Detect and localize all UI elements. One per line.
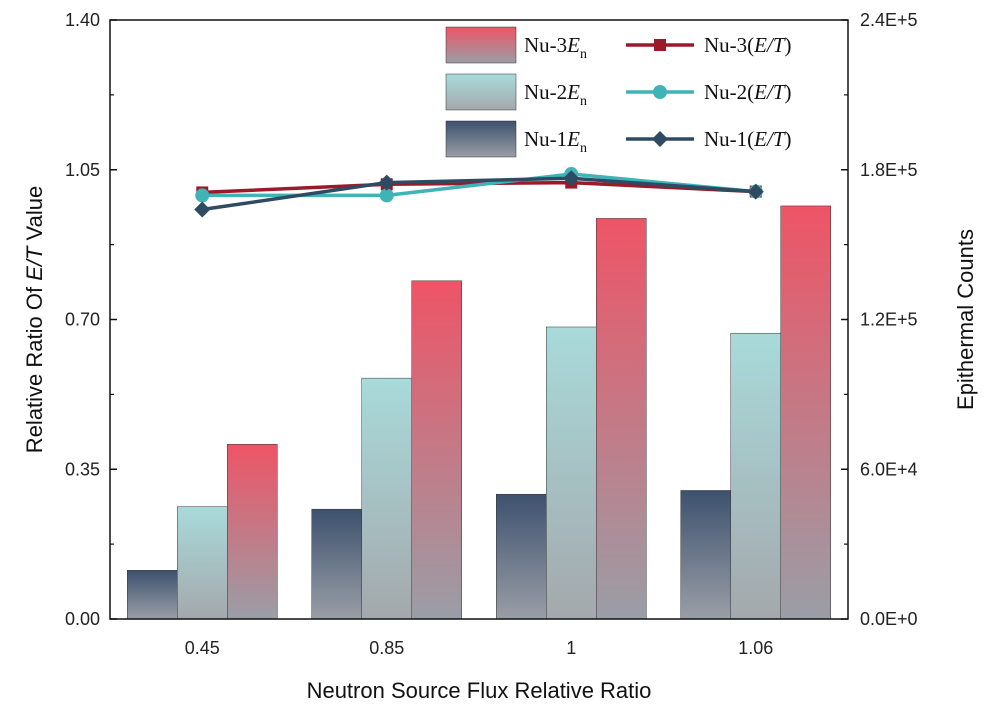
bar-nu-1-1 (311, 508, 362, 620)
bar-nu-3-1 (411, 280, 462, 620)
bars-layer (127, 205, 831, 620)
left-tick-label: 0.00 (65, 609, 100, 629)
bar-nu-2-3 (730, 332, 781, 620)
point-nu-2-1 (379, 188, 394, 203)
x-tick-label: 1 (566, 638, 576, 658)
bar-nu-2-0 (177, 506, 228, 620)
point-nu-1-1 (378, 174, 395, 191)
right-axis-title: Epithermal Counts (953, 229, 978, 410)
right-tick-label: 2.4E+5 (860, 10, 918, 30)
x-tick-label: 1.06 (738, 638, 773, 658)
legend-swatch-bar-0 (445, 26, 517, 64)
legend-label-bar-0: Nu-3En (524, 33, 587, 62)
legend-label-line-1: Nu-2(E/T) (704, 80, 792, 104)
right-tick-label: 0.0E+0 (860, 609, 918, 629)
left-tick-label: 0.70 (65, 310, 100, 330)
legend-label-line-0: Nu-3(E/T) (704, 33, 792, 57)
bar-nu-2-1 (361, 377, 412, 620)
left-tick-label: 1.40 (65, 10, 100, 30)
right-tick-label: 1.8E+5 (860, 160, 918, 180)
x-tick-label: 0.85 (369, 638, 404, 658)
lines-layer (194, 167, 764, 218)
bar-nu-3-2 (596, 218, 647, 620)
right-tick-label: 6.0E+4 (860, 459, 918, 479)
bar-nu-1-0 (127, 570, 178, 620)
legend: Nu-3En Nu-2En Nu-1En Nu-3(E/T) Nu-2(E/T) Nu-1… (445, 26, 792, 158)
bar-nu-3-0 (227, 444, 278, 620)
legend-swatch-bar-2 (445, 120, 517, 158)
point-nu-1-2 (563, 170, 580, 187)
legend-marker-1 (653, 85, 667, 99)
x-axis-title: Neutron Source Flux Relative Ratio (307, 678, 652, 703)
point-nu-1-0 (194, 201, 211, 218)
legend-marker-2 (652, 131, 668, 147)
bar-nu-3-3 (780, 205, 831, 620)
legend-swatch-bar-1 (445, 73, 517, 111)
left-tick-label: 1.05 (65, 160, 100, 180)
legend-marker-0 (654, 39, 666, 51)
right-tick-label: 1.2E+5 (860, 310, 918, 330)
left-axis-title: Relative Ratio Of E/T Value (22, 186, 47, 453)
axes-layer: 0.00 0.35 0.70 1.05 1.40 0.0E+0 6.0E+4 1.2E+5 1.… (22, 10, 978, 703)
legend-label-bar-1: Nu-2En (524, 80, 587, 109)
x-tick-label: 0.45 (185, 638, 220, 658)
bar-nu-2-2 (546, 326, 597, 620)
bar-nu-1-2 (496, 493, 547, 620)
point-nu-1-3 (747, 183, 764, 200)
bar-nu-1-3 (680, 490, 731, 620)
legend-label-bar-2: Nu-1En (524, 127, 587, 156)
point-nu-2-0 (195, 188, 210, 203)
legend-label-line-2: Nu-1(E/T) (704, 127, 792, 151)
line-nu-1 (201, 176, 756, 212)
left-tick-label: 0.35 (65, 459, 100, 479)
